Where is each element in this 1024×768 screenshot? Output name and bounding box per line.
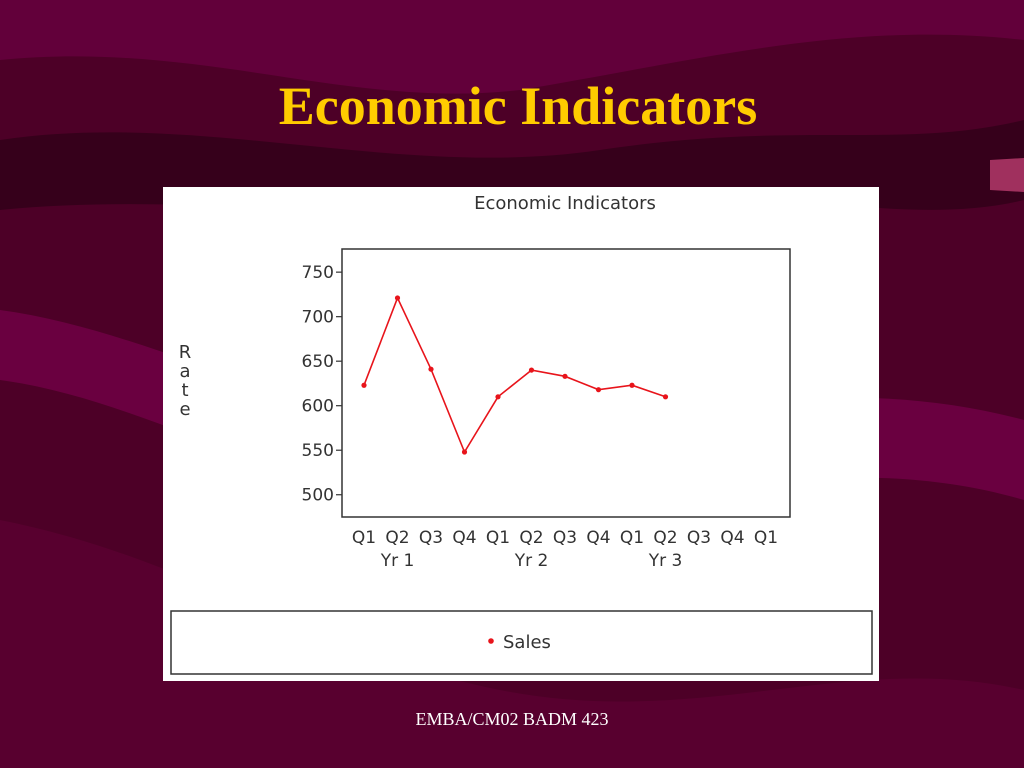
data-point (528, 367, 535, 373)
data-point (428, 366, 434, 372)
y-tick-label: 650 (302, 352, 334, 372)
x-tick-label: Q2 (385, 528, 409, 548)
y-tick-label: 700 (302, 308, 334, 328)
x-group-label: Yr 1 (380, 551, 415, 571)
data-point (595, 387, 602, 393)
plot-frame (341, 248, 791, 518)
footer: EMBA/CM02 BADM 423 (415, 709, 608, 729)
legend-label: Sales (503, 632, 551, 653)
x-tick-label: Q4 (452, 528, 476, 548)
x-group-label: Yr 2 (514, 551, 549, 571)
x-tick-label: Q3 (553, 528, 577, 548)
x-tick-label: Q2 (519, 528, 543, 548)
x-tick-label: Q1 (754, 528, 778, 548)
y-tick-label: 750 (302, 263, 334, 283)
slide-title: Economic Indicators (279, 76, 758, 136)
legend-marker (488, 638, 494, 644)
y-tick-label: 600 (302, 397, 334, 417)
series-line (363, 295, 666, 454)
data-point (394, 295, 401, 301)
x-tick-label: Q4 (720, 528, 744, 548)
data-point (461, 449, 468, 455)
x-tick-label: Q4 (586, 528, 610, 548)
legend-box (170, 610, 873, 675)
data-point (662, 394, 669, 400)
chart-title: Economic Indicators (474, 193, 656, 214)
y-tick-label: 500 (302, 486, 334, 506)
x-tick-label: Q1 (486, 528, 510, 548)
x-tick-label: Q2 (653, 528, 677, 548)
data-point (562, 373, 568, 379)
x-group-label: Yr 3 (648, 551, 683, 571)
data-point (495, 394, 501, 400)
chart: Economic Indicators 500 550 600 650 700 750 Q1… (163, 187, 879, 681)
y-axis-label: Rate (178, 342, 192, 420)
data-point (629, 382, 635, 388)
x-tick-label: Q1 (620, 528, 644, 548)
data-point (361, 382, 367, 388)
chart-panel (163, 187, 879, 681)
x-tick-label: Q1 (352, 528, 376, 548)
y-tick-label: 550 (302, 441, 334, 461)
x-tick-label: Q3 (419, 528, 443, 548)
x-tick-label: Q3 (687, 528, 711, 548)
